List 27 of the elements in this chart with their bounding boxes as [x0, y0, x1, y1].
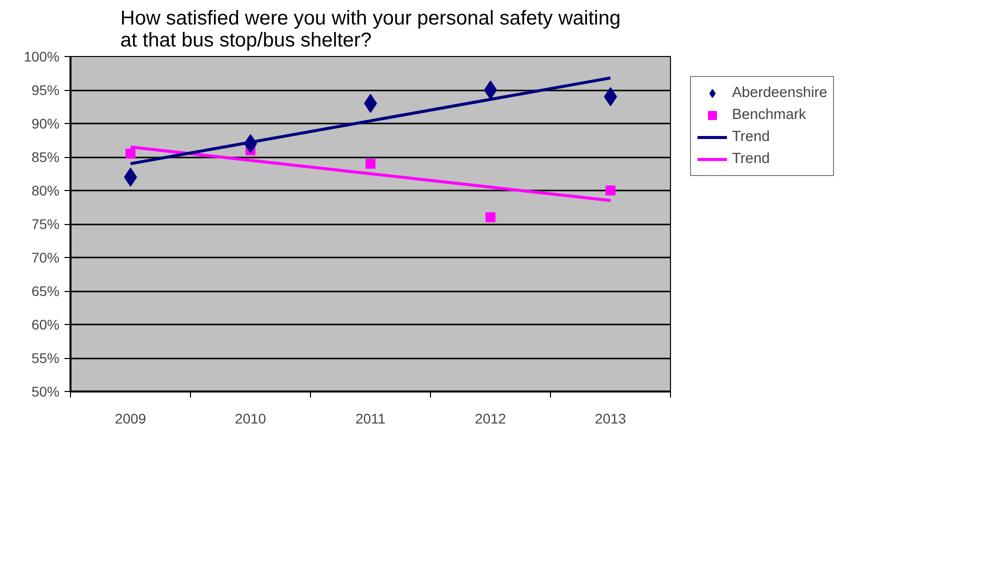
y-tick-label: 65% [31, 283, 60, 299]
point [366, 158, 376, 169]
legend-label: Trend [732, 129, 770, 145]
x-tick-label: 2010 [234, 410, 266, 426]
legend-label: Benchmark [732, 107, 806, 123]
x-tick-label: 2011 [355, 410, 386, 426]
legend-label: Trend [732, 151, 770, 167]
point [606, 186, 616, 196]
y-tick-label: 55% [31, 350, 60, 366]
y-tick-label: 90% [31, 116, 60, 132]
y-tick-label: 95% [31, 82, 60, 98]
x-tick-label: 2013 [594, 410, 626, 426]
point [486, 212, 496, 222]
legend-label: Aberdeenshire [732, 85, 828, 101]
point [126, 148, 136, 159]
y-tick-label: 80% [31, 182, 60, 198]
y-tick-label: 100% [24, 48, 60, 64]
y-tick-label: 70% [31, 250, 60, 266]
line-series [129, 145, 612, 202]
y-tick-label: 75% [31, 216, 60, 232]
chart-title: How satisfied were you with your personal safety waiting at that bus stop/bus shelter? [120, 8, 621, 52]
y-tick-label: 50% [31, 384, 60, 400]
y-tick-label: 60% [31, 316, 60, 332]
x-tick-label: 2009 [114, 410, 146, 426]
y-tick-label: 85% [31, 149, 60, 165]
x-tick-label: 2012 [474, 410, 506, 426]
line-series [129, 76, 612, 166]
